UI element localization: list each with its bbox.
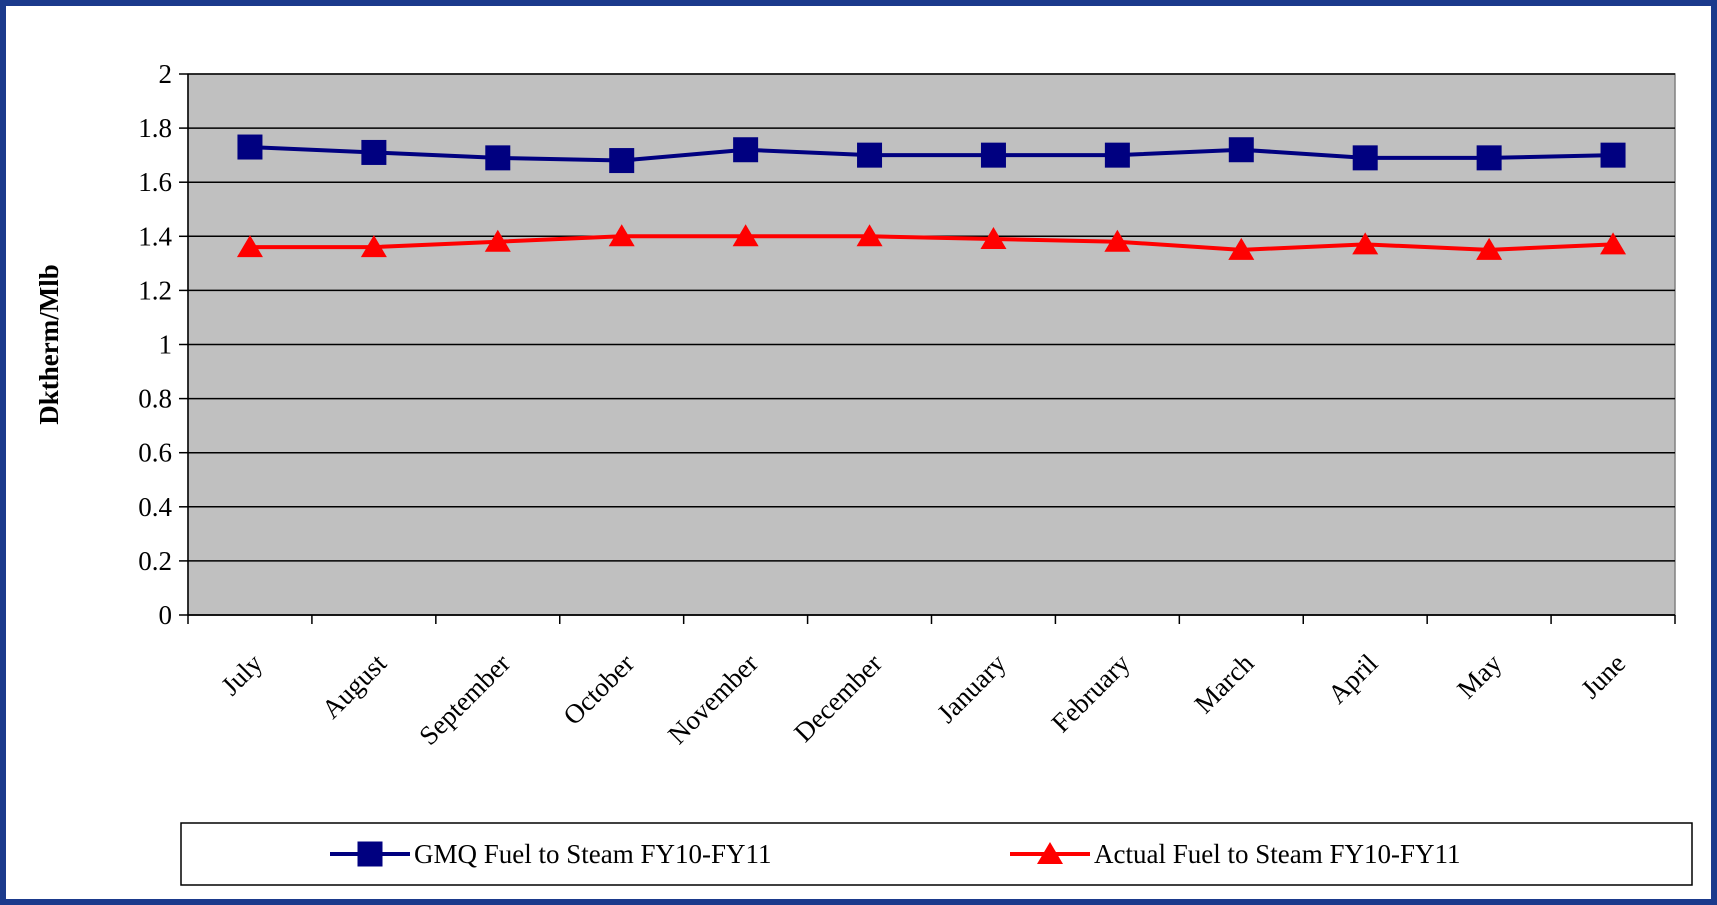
y-axis-title: Dktherm/Mlb [34, 264, 64, 424]
x-tick-label: May [1451, 648, 1508, 705]
y-tick-label: 0.2 [138, 546, 172, 576]
y-tick-label: 0.6 [138, 438, 172, 468]
data-point [236, 235, 263, 258]
data-point [980, 227, 1007, 250]
y-tick-label: 1.8 [138, 113, 172, 143]
legend-box [180, 822, 1693, 886]
legend-label: GMQ Fuel to Steam FY10-FY11 [414, 839, 772, 869]
x-tick-label: June [1575, 648, 1631, 704]
data-point [1104, 229, 1131, 252]
data-point [237, 134, 263, 160]
x-tick-label: August [316, 648, 393, 725]
x-tick-label: March [1188, 648, 1259, 719]
data-point [1228, 237, 1255, 260]
y-tick-label: 1.6 [138, 167, 172, 197]
data-point [360, 235, 387, 258]
data-point [980, 142, 1006, 168]
data-point [1352, 232, 1379, 255]
x-tick-label: December [788, 648, 888, 748]
data-point [609, 148, 635, 174]
data-point [1600, 232, 1627, 255]
data-point [733, 137, 759, 163]
data-point [857, 142, 883, 168]
data-point [856, 224, 883, 247]
data-point [1228, 137, 1254, 163]
x-tick-label: January [931, 648, 1012, 729]
legend-marker [357, 841, 383, 867]
x-tick-label: July [215, 648, 268, 701]
y-tick-label: 1 [159, 330, 173, 360]
legend-marker [1037, 842, 1063, 864]
legend-label: Actual Fuel to Steam FY10-FY11 [1094, 839, 1460, 869]
x-tick-label: September [413, 648, 516, 751]
data-point [608, 224, 635, 247]
data-point [1476, 145, 1502, 171]
series-line [249, 145, 1614, 163]
y-tick-label: 0.8 [138, 384, 172, 414]
data-point [1104, 142, 1130, 168]
data-point [1352, 145, 1378, 171]
chart: 0 0.2 0.4 0.6 0.8 1 1.2 1.4 1.6 1.8 2 July August Sep… [34, 59, 1693, 886]
x-tick-label: April [1322, 648, 1384, 710]
y-tick-label: 2 [159, 59, 173, 89]
data-point [485, 145, 511, 171]
x-tick-label: November [662, 648, 764, 750]
data-point [484, 229, 511, 252]
x-tick-label: October [557, 648, 640, 731]
y-tick-label: 0 [159, 600, 173, 630]
data-point [732, 224, 759, 247]
data-point [1476, 237, 1503, 260]
series-line [249, 234, 1614, 252]
y-tick-label: 1.4 [138, 221, 172, 251]
y-tick-label: 0.4 [138, 492, 172, 522]
data-point [361, 139, 387, 165]
data-point [1600, 142, 1626, 168]
y-tick-label: 1.2 [138, 275, 172, 305]
x-tick-label: February [1045, 648, 1135, 738]
